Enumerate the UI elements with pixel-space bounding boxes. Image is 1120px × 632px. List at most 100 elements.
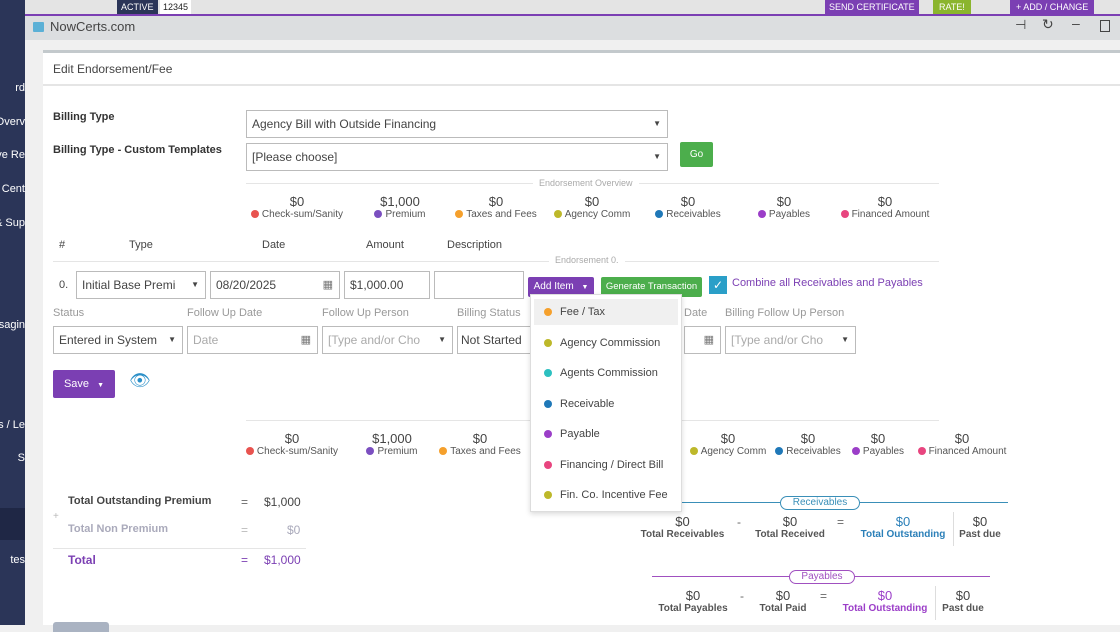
sidebar-item[interactable]: tes — [10, 554, 25, 566]
follow-up-person-select[interactable]: [Type and/or Cho ▼ — [322, 326, 453, 354]
footer-button[interactable] — [53, 622, 109, 632]
overview-value: $0 — [680, 194, 696, 209]
sidebar-item[interactable]: Cent — [1, 183, 25, 195]
sidebar-item[interactable]: S — [17, 452, 25, 464]
dot-icon — [544, 338, 552, 347]
menu-item-label: Fee / Tax — [560, 306, 606, 318]
billing-type-select[interactable]: Agency Bill with Outside Financing ▼ — [246, 110, 668, 138]
dot-icon — [544, 430, 552, 438]
legend-dot-icon — [374, 210, 383, 218]
overview-label: Payables — [862, 446, 905, 457]
status-label: Status — [53, 307, 85, 319]
caret-down-icon: ▼ — [581, 284, 589, 291]
sidebar-item[interactable]: rd — [15, 82, 25, 94]
menu-item[interactable]: Financing / Direct Bill — [534, 452, 678, 478]
menu-item[interactable]: Agents Commission — [534, 360, 678, 386]
combine-checkbox[interactable]: ✓ — [709, 276, 727, 294]
pin-icon[interactable]: ⊣ — [1015, 17, 1027, 32]
type-select[interactable]: Initial Base Premi ▼ — [76, 271, 206, 299]
calendar-icon[interactable]: ▦ — [703, 334, 714, 346]
overview-value: $0 — [776, 194, 792, 209]
overview-item: $0 Financed Amount — [907, 431, 1017, 457]
overview-item: $0 Receivables — [633, 194, 743, 220]
date-input[interactable]: 08/20/2025 ▦ — [210, 271, 340, 299]
send-certificate-button[interactable]: SEND CERTIFICATE — [825, 0, 919, 14]
payables-past-due: $0 Past due — [938, 588, 988, 614]
receivables-outstanding-label: Total Outstanding — [860, 529, 946, 540]
overview-item: $0 Taxes and Fees — [425, 431, 535, 457]
menu-item[interactable]: Payable — [534, 421, 678, 447]
overview-label: Receivables — [666, 209, 721, 220]
maximize-icon[interactable] — [1100, 20, 1110, 32]
generate-transaction-button[interactable]: Generate Transaction — [601, 277, 702, 297]
caret-down-icon: ▼ — [653, 119, 661, 128]
window-title: NowCerts.com — [50, 19, 136, 34]
payables-outstanding-value: $0 — [877, 588, 893, 603]
payables-past-due-label: Past due — [942, 603, 984, 614]
amount-input[interactable]: $1,000.00 — [344, 271, 430, 299]
sidebar-item[interactable]: Overv — [0, 116, 25, 128]
menu-item[interactable]: Fin. Co. Incentive Fee — [534, 482, 678, 508]
minus-sign: - — [737, 515, 741, 529]
overview-item: $1,000 Premium — [345, 194, 455, 220]
follow-up-date-input[interactable]: Date ▦ — [187, 326, 318, 354]
minimize-icon[interactable]: – — [1072, 15, 1080, 31]
equals-sign: = — [820, 589, 828, 603]
eye-icon[interactable]: 👁 — [129, 371, 151, 390]
legend-dot-icon — [851, 447, 860, 455]
window-title-bar: NowCerts.com ⊣ ↻ – — [25, 14, 1120, 40]
custom-templates-select[interactable]: [Please choose] ▼ — [246, 143, 668, 171]
go-button[interactable]: Go — [680, 142, 713, 167]
add-change-button[interactable]: + ADD / CHANGE — [1010, 0, 1095, 14]
sidebar-item[interactable]: sagin — [0, 319, 25, 331]
total-payables-value: $0 — [685, 588, 701, 603]
overview-value: $0 — [720, 431, 736, 446]
menu-item-label: Financing / Direct Bill — [560, 458, 664, 471]
custom-templates-value: [Please choose] — [252, 150, 338, 164]
menu-item-label: Agents Commission — [560, 367, 658, 379]
overview-item: $0 Taxes and Fees — [441, 194, 551, 220]
overview-value: $0 — [800, 431, 816, 446]
combine-label[interactable]: Combine all Receivables and Payables — [732, 277, 923, 289]
billing-status-select[interactable]: Not Started — [457, 326, 531, 354]
rate-button[interactable]: RATE! — [933, 0, 971, 14]
refresh-icon[interactable]: ↻ — [1042, 16, 1054, 32]
status-badge: ACTIVE — [117, 0, 158, 14]
add-item-menu: Fee / Tax Agency Commission Agents Commiss… — [530, 294, 682, 512]
calendar-icon[interactable]: ▦ — [300, 334, 311, 346]
billing-follow-up-label: Billing Follow Up Person — [725, 307, 845, 319]
total-receivables: $0 Total Receivables — [640, 514, 725, 540]
legend-dot-icon — [757, 210, 766, 218]
total-payables-label: Total Payables — [658, 603, 728, 614]
dot-icon — [544, 399, 552, 408]
overview-item: $0 Receivables — [753, 431, 863, 457]
description-input[interactable] — [434, 271, 524, 299]
follow-up-date-placeholder: Date — [193, 333, 219, 347]
amount-value: $1,000.00 — [350, 278, 404, 292]
overview-title: Endorsement Overview — [533, 178, 639, 188]
overview-value: $0 — [584, 194, 600, 209]
calendar-icon[interactable]: ▦ — [322, 279, 333, 291]
sidebar-item[interactable]: ve Re — [0, 149, 25, 161]
overview-item: $0 Check-sum/Sanity — [237, 431, 347, 457]
add-item-button[interactable]: Add Item ▼ — [528, 277, 594, 297]
overview-label: Check-sum/Sanity — [261, 209, 344, 220]
equals-sign: = — [241, 523, 249, 537]
menu-item[interactable]: Receivable — [534, 391, 678, 417]
sidebar-item[interactable]: & Sup — [0, 217, 25, 229]
legend-dot-icon — [840, 210, 849, 218]
sidebar-item-active[interactable] — [0, 508, 25, 540]
sidebar-item[interactable]: s / Le — [0, 419, 25, 431]
status-select[interactable]: Entered in System ▼ — [53, 326, 183, 354]
date-value: 08/20/2025 — [216, 278, 277, 292]
total-paid-value: $0 — [775, 588, 791, 603]
caret-down-icon: ▼ — [97, 382, 105, 389]
legend-dot-icon — [917, 447, 926, 455]
menu-item[interactable]: Agency Commission — [534, 330, 678, 356]
save-button[interactable]: Save ▼ — [53, 370, 115, 398]
billing-date-input[interactable]: ▦ — [684, 326, 721, 354]
type-value: Initial Base Premi — [82, 278, 176, 292]
menu-item[interactable]: Fee / Tax — [534, 299, 678, 325]
billing-follow-up-select[interactable]: [Type and/or Cho ▼ — [725, 326, 856, 354]
col-header-num: # — [59, 239, 66, 251]
